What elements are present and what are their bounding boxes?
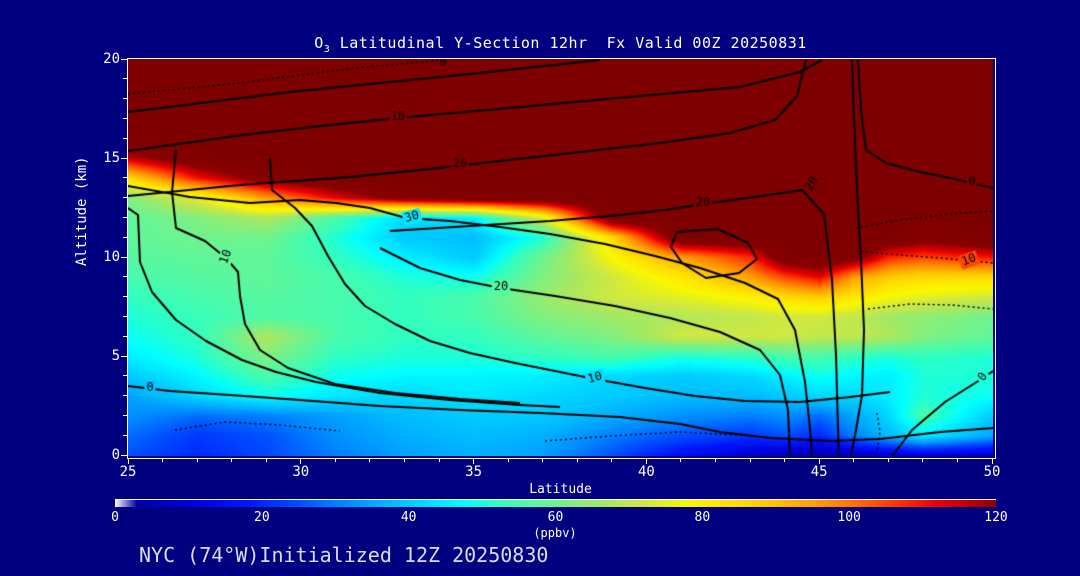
y-axis-tick [123,414,127,416]
x-axis-tick [127,458,129,464]
x-axis-tick [576,458,578,462]
x-tick-label: 50 [983,464,1001,480]
y-axis-tick [121,256,127,258]
colorbar-top-border [115,499,996,500]
x-axis-tick [542,458,544,462]
x-axis-tick [818,458,820,464]
colorbar-tick-label: 20 [254,510,270,525]
y-axis-tick [123,276,127,278]
x-tick-label: 40 [637,464,655,480]
x-tick-label: 35 [465,464,483,480]
x-axis-label: Latitude [529,482,592,497]
y-tick-label: 0 [111,447,120,463]
title-o3: O [314,34,324,52]
x-axis-tick [784,458,786,462]
colorbar-units-label: (ppbv) [533,526,577,540]
x-axis-tick [991,458,993,464]
y-axis-tick [123,434,127,436]
x-axis-tick [645,458,647,464]
x-axis-tick [231,458,233,462]
y-axis-tick [123,177,127,179]
station-init-label: NYC (74°W)Initialized 12Z 20250830 [139,543,549,567]
x-axis-tick [956,458,958,462]
x-axis-tick [853,458,855,462]
x-axis-tick [611,458,613,462]
x-axis-tick [300,458,302,464]
y-axis-tick [123,395,127,397]
colorbar [115,500,996,507]
y-axis-tick [121,454,127,456]
y-axis-tick [123,78,127,80]
y-tick-label: 15 [103,150,120,166]
x-axis-tick [438,458,440,462]
chart-title: O3 Latitudinal Y-Section 12hr Fx Valid 0… [128,34,993,55]
title-subscript: 3 [323,44,331,55]
x-tick-label: 45 [810,464,828,480]
y-axis-tick [123,375,127,377]
x-axis-tick [922,458,924,462]
x-axis-tick [473,458,475,464]
y-axis-tick [123,137,127,139]
x-axis-tick [680,458,682,462]
x-axis-tick [265,458,267,462]
y-axis-tick [123,236,127,238]
colorbar-tick-label: 80 [694,510,711,525]
x-axis-tick [887,458,889,462]
colorbar-tick-label: 100 [837,510,861,525]
colorbar-tick-label: 40 [400,510,417,525]
y-axis-tick [121,58,127,60]
y-axis-tick [123,197,127,199]
y-axis-tick [123,98,127,100]
y-tick-label: 20 [103,51,120,67]
y-axis-tick [123,315,127,317]
x-axis-tick [507,458,509,462]
y-tick-label: 10 [103,249,120,265]
x-axis-tick [403,458,405,462]
x-axis-tick [196,458,198,462]
y-axis-tick [123,335,127,337]
y-axis-tick [121,157,127,159]
colorbar-tick-label: 60 [547,510,564,525]
y-axis-tick [121,355,127,357]
x-tick-label: 30 [292,464,310,480]
y-axis-tick [123,296,127,298]
contour-plot-canvas [128,59,993,456]
x-axis-tick [715,458,717,462]
x-axis-tick [334,458,336,462]
title-text: Latitudinal Y-Section 12hr Fx Valid 00Z … [330,34,807,52]
x-tick-label: 25 [119,464,137,480]
x-axis-tick [749,458,751,462]
x-axis-tick [162,458,164,462]
plot-frame [127,58,996,459]
y-axis-tick [123,216,127,218]
colorbar-tick-label: 120 [984,510,1008,525]
x-axis-tick [369,458,371,462]
y-axis-tick [123,117,127,119]
y-tick-label: 5 [111,348,120,364]
colorbar-tick-label: 0 [111,510,119,525]
